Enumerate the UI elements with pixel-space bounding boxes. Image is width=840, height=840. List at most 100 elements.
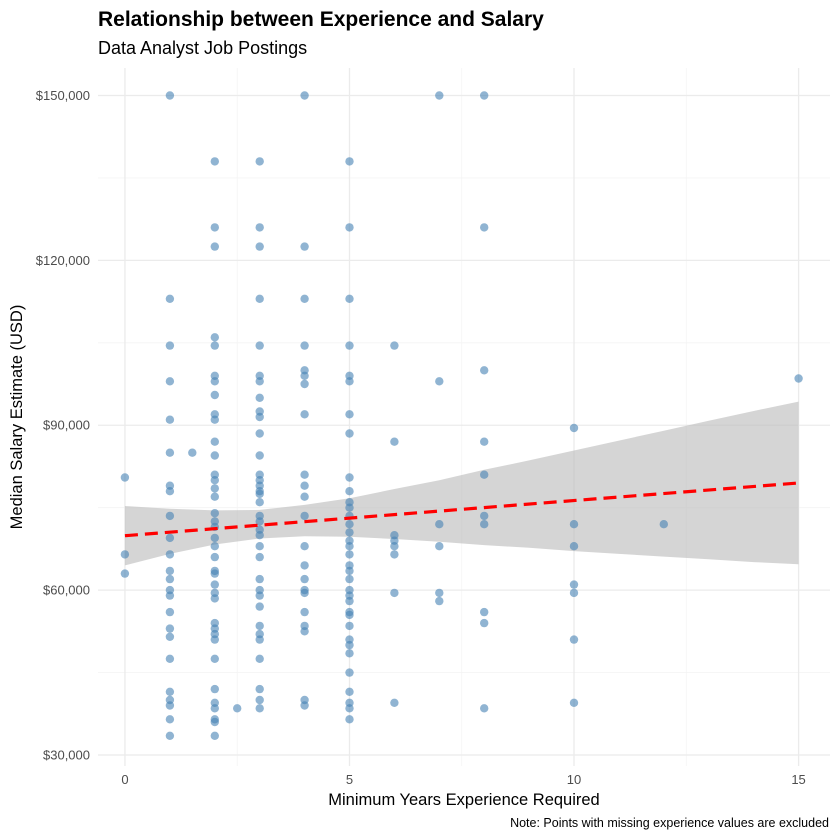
data-point bbox=[300, 371, 309, 380]
data-point bbox=[233, 704, 242, 713]
data-point bbox=[165, 511, 175, 521]
data-point bbox=[480, 366, 489, 375]
data-point bbox=[390, 542, 399, 551]
data-point bbox=[120, 473, 130, 482]
data-point bbox=[390, 437, 399, 446]
data-point bbox=[300, 561, 309, 570]
data-point bbox=[255, 635, 264, 644]
data-point bbox=[659, 520, 668, 529]
data-point bbox=[165, 415, 175, 424]
data-point bbox=[210, 509, 219, 518]
data-point bbox=[345, 649, 354, 658]
data-point bbox=[569, 542, 579, 551]
y-tick-label: $60,000 bbox=[43, 583, 90, 598]
data-point bbox=[255, 341, 264, 350]
data-point bbox=[165, 624, 175, 633]
data-point bbox=[345, 157, 354, 166]
data-point bbox=[300, 341, 309, 350]
x-axis-title: Minimum Years Experience Required bbox=[328, 791, 599, 809]
data-point bbox=[165, 632, 175, 641]
data-point bbox=[255, 294, 264, 303]
data-point bbox=[794, 374, 803, 383]
data-point bbox=[345, 410, 354, 419]
data-point bbox=[345, 566, 354, 576]
data-point bbox=[165, 550, 175, 559]
data-point bbox=[480, 607, 489, 617]
chart-caption: Note: Points with missing experience val… bbox=[510, 816, 829, 830]
data-point bbox=[345, 621, 354, 631]
data-point bbox=[165, 654, 175, 663]
data-point bbox=[300, 542, 309, 551]
data-point bbox=[255, 498, 264, 507]
data-point bbox=[188, 448, 197, 457]
data-point bbox=[165, 731, 175, 740]
data-point bbox=[345, 550, 354, 559]
data-point bbox=[345, 341, 354, 350]
data-point bbox=[210, 341, 219, 350]
data-point bbox=[569, 580, 579, 589]
data-point bbox=[569, 635, 579, 644]
data-point bbox=[210, 569, 219, 578]
data-point bbox=[480, 91, 489, 100]
data-point bbox=[210, 580, 219, 589]
data-point bbox=[255, 157, 264, 166]
data-point bbox=[210, 157, 219, 166]
data-point bbox=[300, 410, 309, 419]
data-point bbox=[120, 569, 130, 578]
data-point bbox=[345, 377, 354, 386]
y-tick-label: $90,000 bbox=[43, 418, 90, 433]
data-point bbox=[210, 594, 219, 603]
data-point bbox=[210, 451, 219, 460]
data-point bbox=[255, 393, 264, 402]
tick-labels: 0 5 10 15 $30,000 $60,000 $90,000 $120,000 $150,… bbox=[36, 88, 806, 787]
data-point bbox=[210, 654, 219, 663]
data-point bbox=[210, 484, 219, 493]
data-point bbox=[165, 294, 175, 303]
data-point bbox=[165, 591, 175, 600]
data-point bbox=[300, 379, 309, 389]
data-point bbox=[165, 715, 175, 724]
data-point bbox=[300, 588, 309, 598]
data-point bbox=[210, 717, 219, 727]
data-point bbox=[210, 476, 219, 485]
data-point bbox=[255, 695, 264, 705]
data-point bbox=[255, 621, 264, 631]
data-point bbox=[480, 618, 489, 628]
data-point bbox=[165, 487, 175, 496]
data-point bbox=[480, 520, 489, 529]
chart-title: Relationship between Experience and Sala… bbox=[98, 8, 544, 31]
data-point bbox=[165, 91, 175, 100]
data-point bbox=[165, 701, 175, 710]
data-point bbox=[569, 423, 579, 433]
data-point bbox=[255, 591, 264, 600]
y-tick-label: $120,000 bbox=[36, 253, 90, 268]
data-point bbox=[300, 607, 309, 617]
y-tick-label: $150,000 bbox=[36, 88, 90, 103]
y-tick-label: $30,000 bbox=[43, 748, 90, 763]
data-point bbox=[345, 640, 354, 650]
trend-line bbox=[124, 481, 799, 538]
data-point bbox=[390, 698, 399, 707]
data-point bbox=[210, 242, 219, 251]
data-point bbox=[345, 473, 354, 482]
data-point bbox=[255, 602, 264, 611]
grid-lines bbox=[98, 68, 830, 766]
data-point bbox=[165, 687, 175, 696]
data-point bbox=[210, 390, 219, 400]
data-point bbox=[255, 542, 264, 551]
data-point bbox=[300, 492, 309, 501]
data-point bbox=[390, 341, 399, 350]
data-point bbox=[300, 481, 309, 490]
data-point bbox=[345, 223, 354, 232]
data-point bbox=[165, 566, 175, 576]
data-point bbox=[210, 437, 219, 446]
data-point bbox=[345, 596, 354, 606]
data-point bbox=[480, 470, 489, 479]
data-point bbox=[300, 91, 309, 100]
data-point bbox=[165, 533, 175, 543]
y-axis-title: Median Salary Estimate (USD) bbox=[8, 305, 26, 530]
data-point bbox=[435, 377, 444, 386]
data-point bbox=[300, 627, 309, 636]
data-point bbox=[255, 412, 264, 422]
data-point bbox=[345, 704, 354, 713]
